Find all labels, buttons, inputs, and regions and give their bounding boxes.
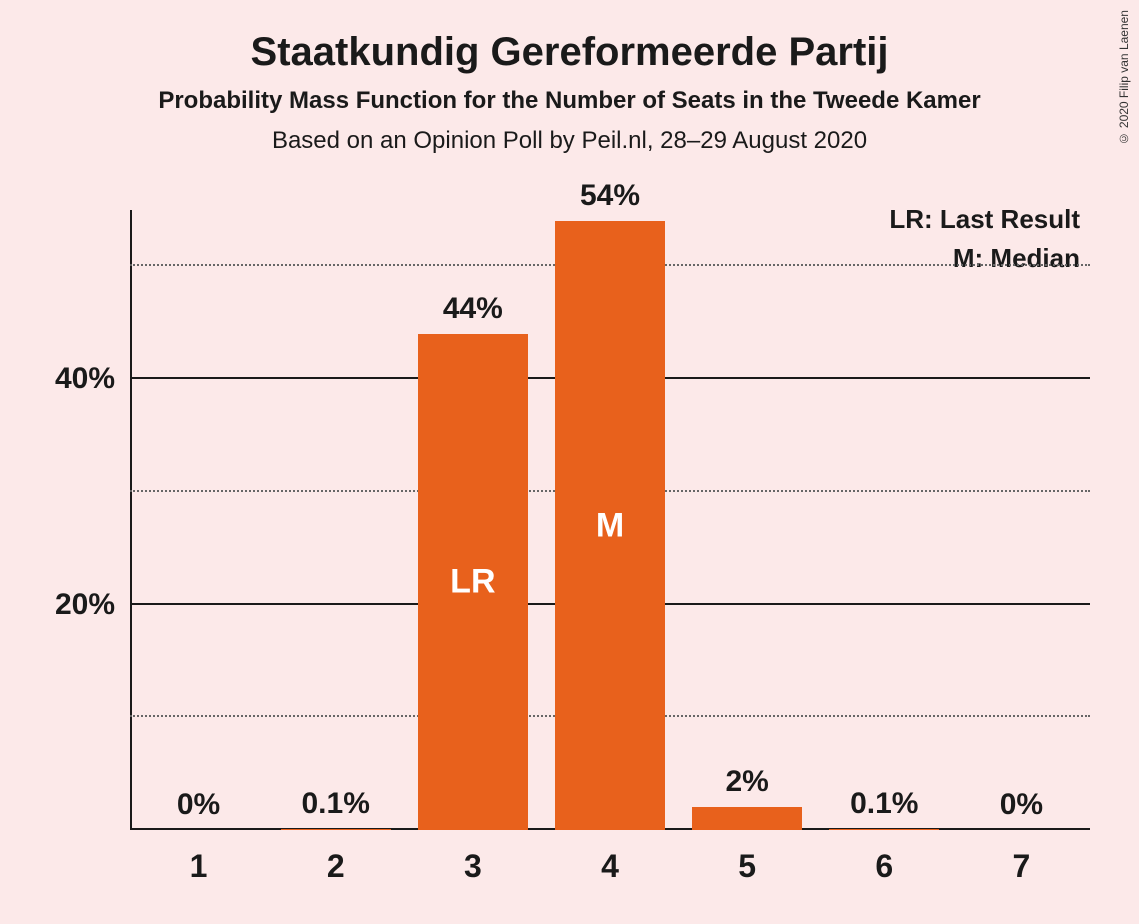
bar-value-label-3: 44% xyxy=(418,292,528,326)
bar-value-label-5: 2% xyxy=(692,765,802,799)
bar-value-label-2: 0.1% xyxy=(281,787,391,821)
x-axis-label-7: 7 xyxy=(953,848,1090,885)
bar-slot-2: 0.1%2 xyxy=(267,210,404,830)
y-axis-label-20: 20% xyxy=(55,588,115,622)
chart-subtitle2: Based on an Opinion Poll by Peil.nl, 28–… xyxy=(0,127,1139,155)
bar-6: 0.1% xyxy=(829,829,939,830)
bar-5: 2% xyxy=(692,807,802,830)
bar-inner-label-3: LR xyxy=(418,563,528,602)
x-axis-label-1: 1 xyxy=(130,848,267,885)
bar-value-label-4: 54% xyxy=(555,179,665,213)
bar-value-label-1: 0% xyxy=(144,788,254,822)
bar-value-label-6: 0.1% xyxy=(829,787,939,821)
x-axis-label-6: 6 xyxy=(816,848,953,885)
bar-slot-6: 0.1%6 xyxy=(816,210,953,830)
x-axis-label-2: 2 xyxy=(267,848,404,885)
y-axis-label-40: 40% xyxy=(55,362,115,396)
bar-slot-1: 0%1 xyxy=(130,210,267,830)
bar-slot-5: 2%5 xyxy=(679,210,816,830)
x-axis-label-5: 5 xyxy=(679,848,816,885)
bar-3: 44%LR xyxy=(418,334,528,830)
bar-4: 54%M xyxy=(555,221,665,830)
chart-subtitle: Probability Mass Function for the Number… xyxy=(0,87,1139,115)
bar-value-label-7: 0% xyxy=(967,788,1077,822)
bar-slot-4: 54%M4 xyxy=(541,210,678,830)
bar-slot-3: 44%LR3 xyxy=(404,210,541,830)
chart-plot-area: LR: Last Result M: Median 40%20% 0%10.1%… xyxy=(130,210,1090,830)
bar-slot-7: 0%7 xyxy=(953,210,1090,830)
bar-2: 0.1% xyxy=(281,829,391,830)
chart-title: Staatkundig Gereformeerde Partij xyxy=(0,0,1139,75)
x-axis-label-4: 4 xyxy=(541,848,678,885)
x-axis-label-3: 3 xyxy=(404,848,541,885)
copyright-text: © 2020 Filip van Laenen xyxy=(1117,10,1131,145)
bar-inner-label-4: M xyxy=(555,506,665,545)
